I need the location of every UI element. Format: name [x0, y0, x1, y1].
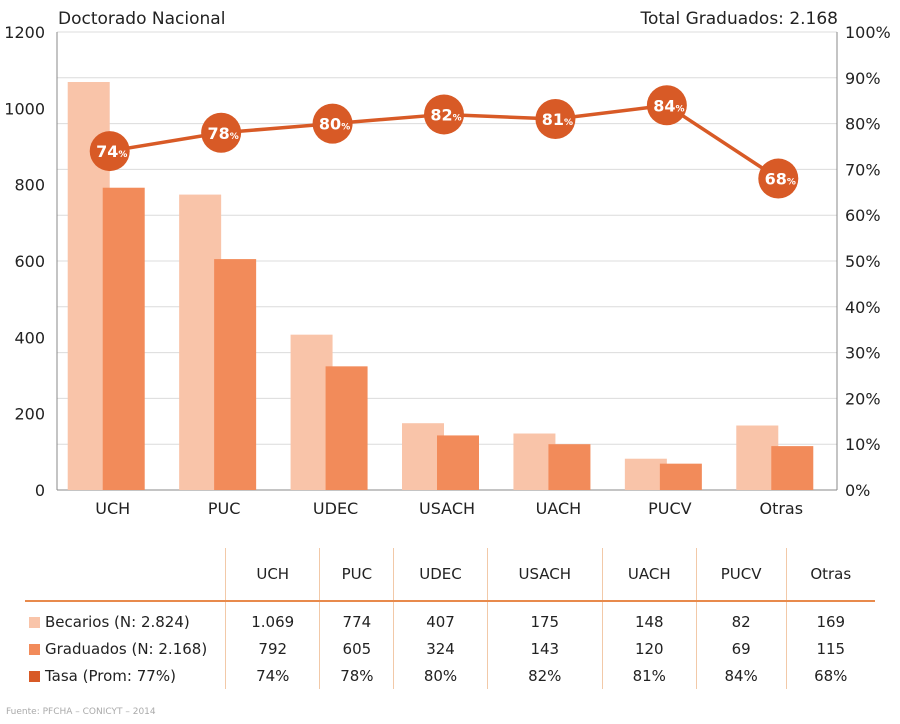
table-cell: 120	[601, 635, 697, 662]
y2-tick-label: 20%	[845, 389, 881, 408]
table-column-header: PUCV	[695, 548, 787, 601]
x-tick-label: UDEC	[313, 499, 358, 518]
table-column-header: UDEC	[393, 548, 488, 601]
table-cell: 324	[393, 635, 488, 662]
row-label: Graduados (N: 2.168)	[25, 635, 226, 662]
x-tick-label: UACH	[536, 499, 582, 518]
table-cell: 74%	[224, 662, 320, 689]
table-cell: 169	[785, 601, 875, 635]
y2-tick-label: 50%	[845, 252, 881, 271]
legend-label: Graduados (N: 2.168)	[45, 639, 208, 658]
bar-graduados	[102, 187, 145, 490]
x-tick-label: USACH	[419, 499, 475, 518]
table-cell: 1.069	[224, 601, 320, 635]
bar-graduados	[325, 366, 368, 490]
table-cell: 82%	[486, 662, 603, 689]
table-cell: 605	[319, 635, 394, 662]
chart-title: Doctorado Nacional	[58, 9, 226, 29]
y2-tick-label: 90%	[845, 69, 881, 88]
table-column-header: UACH	[601, 548, 697, 601]
row-label: Becarios (N: 2.824)	[25, 601, 226, 635]
x-tick-label: PUCV	[648, 499, 692, 518]
table-cell: 82	[695, 601, 787, 635]
rate-point	[535, 99, 576, 140]
rate-point	[758, 158, 799, 199]
source-note: Fuente: PFCHA – CONICYT – 2014	[6, 707, 156, 717]
table-cell: 148	[601, 601, 697, 635]
row-label: Tasa (Prom: 77%)	[25, 662, 226, 689]
table-cell: 84%	[695, 662, 787, 689]
table-row: Tasa (Prom: 77%) 74% 78% 80% 82% 81% 84% 68%	[25, 662, 875, 689]
table-cell: 68%	[785, 662, 875, 689]
rate-point	[424, 94, 464, 135]
table-cell: 175	[486, 601, 603, 635]
total-graduates-label: Total Graduados: 2.168	[640, 9, 838, 29]
rate-data-label: 81%	[542, 110, 573, 129]
legend-swatch	[29, 643, 40, 655]
table-row: Graduados (N: 2.168) 792 605 324 143 120 69 115	[25, 635, 875, 662]
rate-point	[312, 103, 353, 144]
rate-data-label: 74%	[96, 142, 127, 161]
table-column-header: UCH	[224, 548, 320, 601]
y-tick-label: 400	[14, 328, 45, 347]
table-cell: 407	[393, 601, 488, 635]
table-column-header: Otras	[785, 548, 875, 601]
y-tick-label: 0	[35, 481, 45, 500]
y2-tick-label: 60%	[845, 206, 881, 225]
bar-graduados	[437, 435, 479, 490]
y-tick-label: 200	[14, 405, 45, 424]
x-tick-label: PUC	[208, 499, 241, 518]
table-cell: 774	[319, 601, 394, 635]
rate-point	[201, 112, 242, 153]
rate-data-label: 82%	[430, 105, 461, 124]
table-cell: 69	[695, 635, 787, 662]
table-cell: 115	[785, 635, 875, 662]
table-row: Becarios (N: 2.824) 1.069 774 407 175 148 82 16…	[25, 601, 875, 635]
y-tick-label: 1200	[4, 23, 45, 42]
rate-data-label: 84%	[653, 96, 684, 115]
rate-point	[646, 85, 687, 126]
x-tick-label: UCH	[95, 499, 130, 518]
bar-graduados	[771, 446, 814, 490]
table-header-row: UCH PUC UDEC USACH UACH PUCV Otras	[25, 548, 875, 601]
y2-tick-label: 10%	[845, 435, 881, 454]
rate-data-label: 68%	[765, 170, 796, 189]
y2-tick-label: 80%	[845, 115, 881, 134]
y2-tick-label: 30%	[845, 344, 881, 363]
table-cell: 143	[486, 635, 603, 662]
data-table: UCH PUC UDEC USACH UACH PUCV Otras Becarios (N…	[25, 548, 875, 689]
y-tick-label: 600	[14, 252, 45, 271]
table-corner-cell	[25, 548, 226, 601]
y2-tick-label: 100%	[845, 23, 891, 42]
table-column-header: PUC	[319, 548, 394, 601]
legend-swatch	[29, 670, 40, 682]
rate-point	[89, 131, 130, 172]
table-cell: 81%	[601, 662, 697, 689]
rate-data-label: 78%	[207, 124, 238, 143]
table-column-header: USACH	[486, 548, 603, 601]
y2-tick-label: 0%	[845, 481, 870, 500]
table-cell: 80%	[393, 662, 488, 689]
y2-tick-label: 70%	[845, 160, 881, 179]
y2-tick-label: 40%	[845, 298, 881, 317]
legend-swatch	[29, 616, 40, 628]
y-tick-label: 800	[14, 176, 45, 195]
table-cell: 78%	[319, 662, 394, 689]
bar-graduados	[214, 259, 257, 490]
rate-data-label: 80%	[319, 115, 350, 134]
bar-graduados	[659, 463, 702, 490]
legend-label: Becarios (N: 2.824)	[45, 612, 190, 631]
legend-label: Tasa (Prom: 77%)	[45, 666, 176, 685]
combo-chart: 0% 10% 20% 30% 40% 50% 60% 70% 80% 90% 100% 0 200 400…	[4, 23, 891, 518]
table-cell: 792	[224, 635, 320, 662]
bar-graduados	[548, 444, 591, 490]
y-tick-label: 1000	[4, 99, 45, 118]
x-tick-label: Otras	[759, 499, 803, 518]
